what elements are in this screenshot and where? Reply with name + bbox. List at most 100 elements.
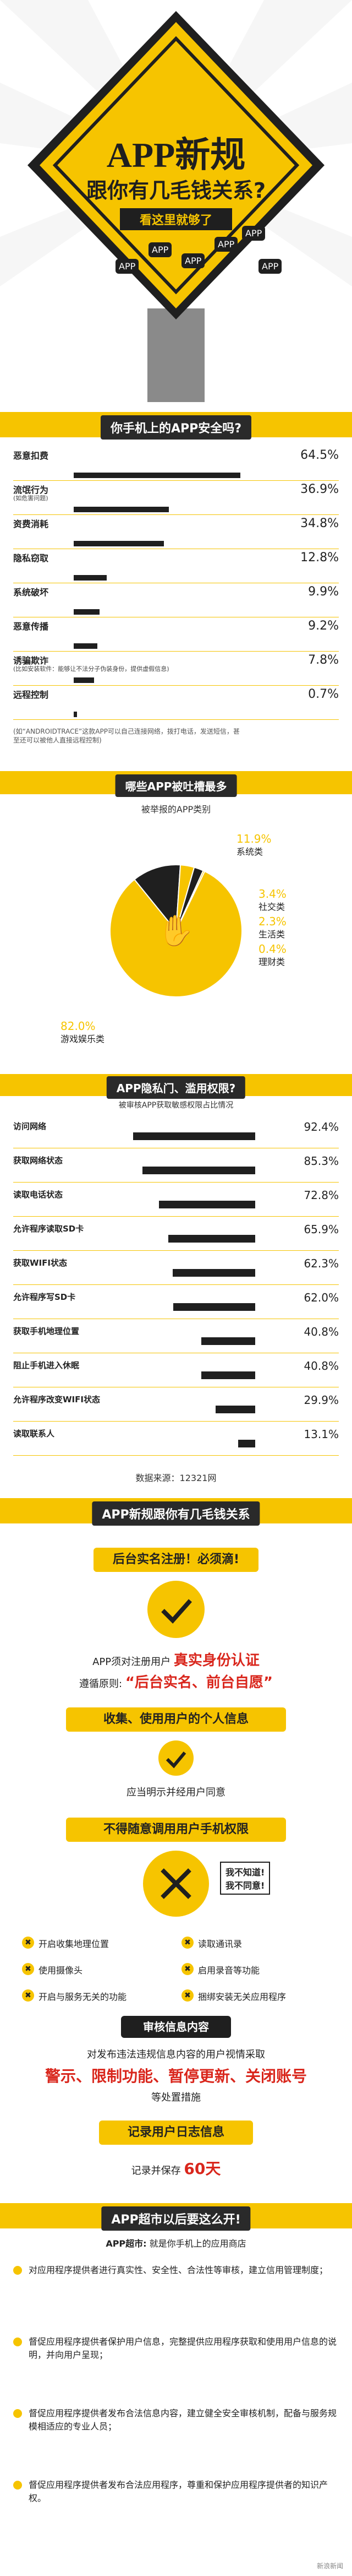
rule4-line3: 等处置措施 (151, 2092, 201, 2103)
safety-value: 12.8% (300, 551, 339, 565)
pie-slice (175, 870, 206, 931)
app-badge: APP (182, 253, 205, 268)
watermark: 新浪新闻 (316, 2562, 343, 2570)
cross-icon (143, 1851, 209, 1917)
rule1-line2a: 遵循原则: (79, 1678, 123, 1690)
option-label: 开启与服务无关的功能 (38, 1992, 127, 2002)
safety-note: (比如安装软件：能够让不法分子伪装身份，提供虚假信息) (13, 665, 169, 673)
pie-value: 11.9% (237, 832, 272, 845)
safety-row: 隐私窃取 12.8% (13, 551, 339, 583)
safety-value: 9.2% (308, 619, 339, 633)
complaints-section: 哪些APP被吐槽最多 被举报的APP类别 ✋ 82.0% 游戏娱乐类 11.9% 系统类… (0, 771, 352, 1063)
pie-value: 2.3% (258, 915, 287, 928)
permission-option: ✖ 开启与服务无关的功能 (22, 1986, 176, 2006)
cross-icon: ✖ (182, 1989, 194, 2002)
app-badge: APP (116, 259, 139, 274)
cross-icon: ✖ (22, 1963, 34, 1975)
option-label: 使用摄像头 (38, 1965, 83, 1976)
rules-header: APP新规跟你有几毛钱关系 (92, 1501, 260, 1526)
permissions-header: APP隐私门、滥用权限? (106, 1076, 246, 1099)
permission-value: 40.8% (304, 1359, 339, 1373)
safety-row: 系统破坏 9.9% (13, 585, 339, 617)
pie-label: 社交类 (258, 902, 285, 912)
safety-bar (74, 712, 77, 717)
check-icon (158, 1740, 194, 1776)
permission-label: 读取联系人 (13, 1429, 55, 1439)
divider (13, 719, 339, 720)
pie-slice (134, 864, 182, 932)
safety-value: 64.5% (300, 448, 339, 462)
divider (13, 480, 339, 481)
rule5-text-a: 记录并保存 (131, 2165, 181, 2177)
option-label: 捆绑安装无关应用程序 (198, 1992, 287, 2002)
option-label: 开启收集地理位置 (38, 1939, 109, 1949)
safety-bar (74, 643, 97, 649)
bullet-icon (13, 2266, 22, 2275)
option-label: 读取通讯录 (198, 1939, 243, 1949)
permission-bar (216, 1406, 255, 1413)
supervision-text: 督促应用程序提供者发布合法应用程序，尊重和保护应用程序提供者的知识产权。 (29, 2480, 328, 2503)
safety-label: 诱骗欺诈 (13, 655, 49, 666)
permission-value: 29.9% (304, 1393, 339, 1407)
supervision-sub-b: 就是你手机上的应用商店 (149, 2238, 246, 2249)
permissions-sub: 被审核APP获取敏感权限占比情况 (118, 1101, 234, 1110)
permission-row: 获取WIFI状态 62.3% (13, 1257, 339, 1285)
safety-row: 流氓行为 36.9% (如危害问题) (13, 482, 339, 515)
divider (13, 514, 339, 515)
safety-label: 远程控制 (13, 690, 49, 700)
rule3-title: 不得随意调用用户手机权限 (66, 1818, 286, 1842)
complaints-pie: ✋ 82.0%游戏娱乐类 11.9% 系统类 3.4%社交类 2.3%生活类 0.4%理财类 (61, 832, 287, 1044)
permissions-section: APP隐私门、滥用权限? 被审核APP获取敏感权限占比情况 访问网络 92.4% 获… (0, 1074, 352, 1493)
permission-value: 85.3% (304, 1154, 339, 1168)
permission-option: ✖ 启用录音等功能 (182, 1960, 336, 1980)
safety-bar (74, 541, 164, 546)
permission-row: 阻止手机进入休眠 40.8% (13, 1359, 339, 1387)
permission-label: 获取WIFI状态 (13, 1258, 67, 1268)
rule1-line1: APP须对注册用户 真实身份认证 (0, 1649, 352, 1669)
permission-label: 访问网络 (13, 1121, 47, 1131)
pie-value: 3.4% (258, 887, 287, 901)
safety-row: 诱骗欺诈 7.8% (比如安装软件：能够让不法分子伪装身份，提供虚假信息) (13, 653, 339, 686)
permission-value: 72.8% (304, 1189, 339, 1202)
safety-label: 隐私窃取 (13, 553, 49, 563)
permission-row: 读取电话状态 72.8% (13, 1189, 339, 1217)
permission-bar (173, 1303, 255, 1311)
safety-section: 你手机上的APP安全吗? 恶意扣费 64.5% 流氓行为 36.9% (如危害问题) 资费… (0, 408, 352, 760)
safety-row: 恶意传播 9.2% (13, 619, 339, 652)
pie-value: 82.0% (61, 1019, 96, 1033)
safety-row: 远程控制 0.7% (13, 687, 339, 720)
cross-icon: ✖ (22, 1937, 34, 1949)
permission-value: 65.9% (304, 1223, 339, 1236)
divider (13, 651, 339, 652)
rule1-line1b: 真实身份认证 (173, 1652, 260, 1669)
permission-option: ✖ 读取通讯录 (182, 1933, 336, 1953)
app-badge: APP (148, 242, 172, 257)
permission-row: 获取手机地理位置 40.8% (13, 1325, 339, 1353)
supervision-item: 对应用程序提供者进行真实性、安全性、合法性等审核，建立信用管理制度； (13, 2264, 339, 2277)
pie-label: 游戏娱乐类 (61, 1034, 105, 1044)
supervision-item: 督促应用程序提供者发布合法应用程序，尊重和保护应用程序提供者的知识产权。 (13, 2479, 339, 2505)
permission-row: 允许程序读取SD卡 65.9% (13, 1223, 339, 1251)
divider (13, 1182, 339, 1183)
permission-value: 13.1% (304, 1428, 339, 1441)
option-label: 启用录音等功能 (198, 1965, 260, 1976)
permission-value: 62.3% (304, 1257, 339, 1270)
safety-bar (74, 677, 94, 683)
cross-icon: ✖ (182, 1937, 194, 1949)
permission-label: 允许程序读取SD卡 (13, 1224, 84, 1234)
hero-tagline: 看这里就够了 (120, 208, 232, 230)
divider (13, 1284, 339, 1285)
permission-bar (173, 1269, 255, 1277)
rule1-line1a: APP须对注册用户 (92, 1656, 171, 1668)
safety-bar (74, 473, 240, 478)
rule2-text: 应当明示并经用户同意 (127, 1787, 226, 1798)
divider (13, 1455, 339, 1456)
permission-label: 读取电话状态 (13, 1190, 63, 1200)
safety-note: (如危害问题) (13, 495, 48, 502)
safety-value: 0.7% (308, 687, 339, 701)
permission-bar (133, 1132, 255, 1140)
hero-subtitle: 跟你有几毛钱关系? (86, 178, 266, 203)
permission-row: 访问网络 92.4% (13, 1120, 339, 1148)
hero-title: APP新规 (106, 135, 246, 175)
